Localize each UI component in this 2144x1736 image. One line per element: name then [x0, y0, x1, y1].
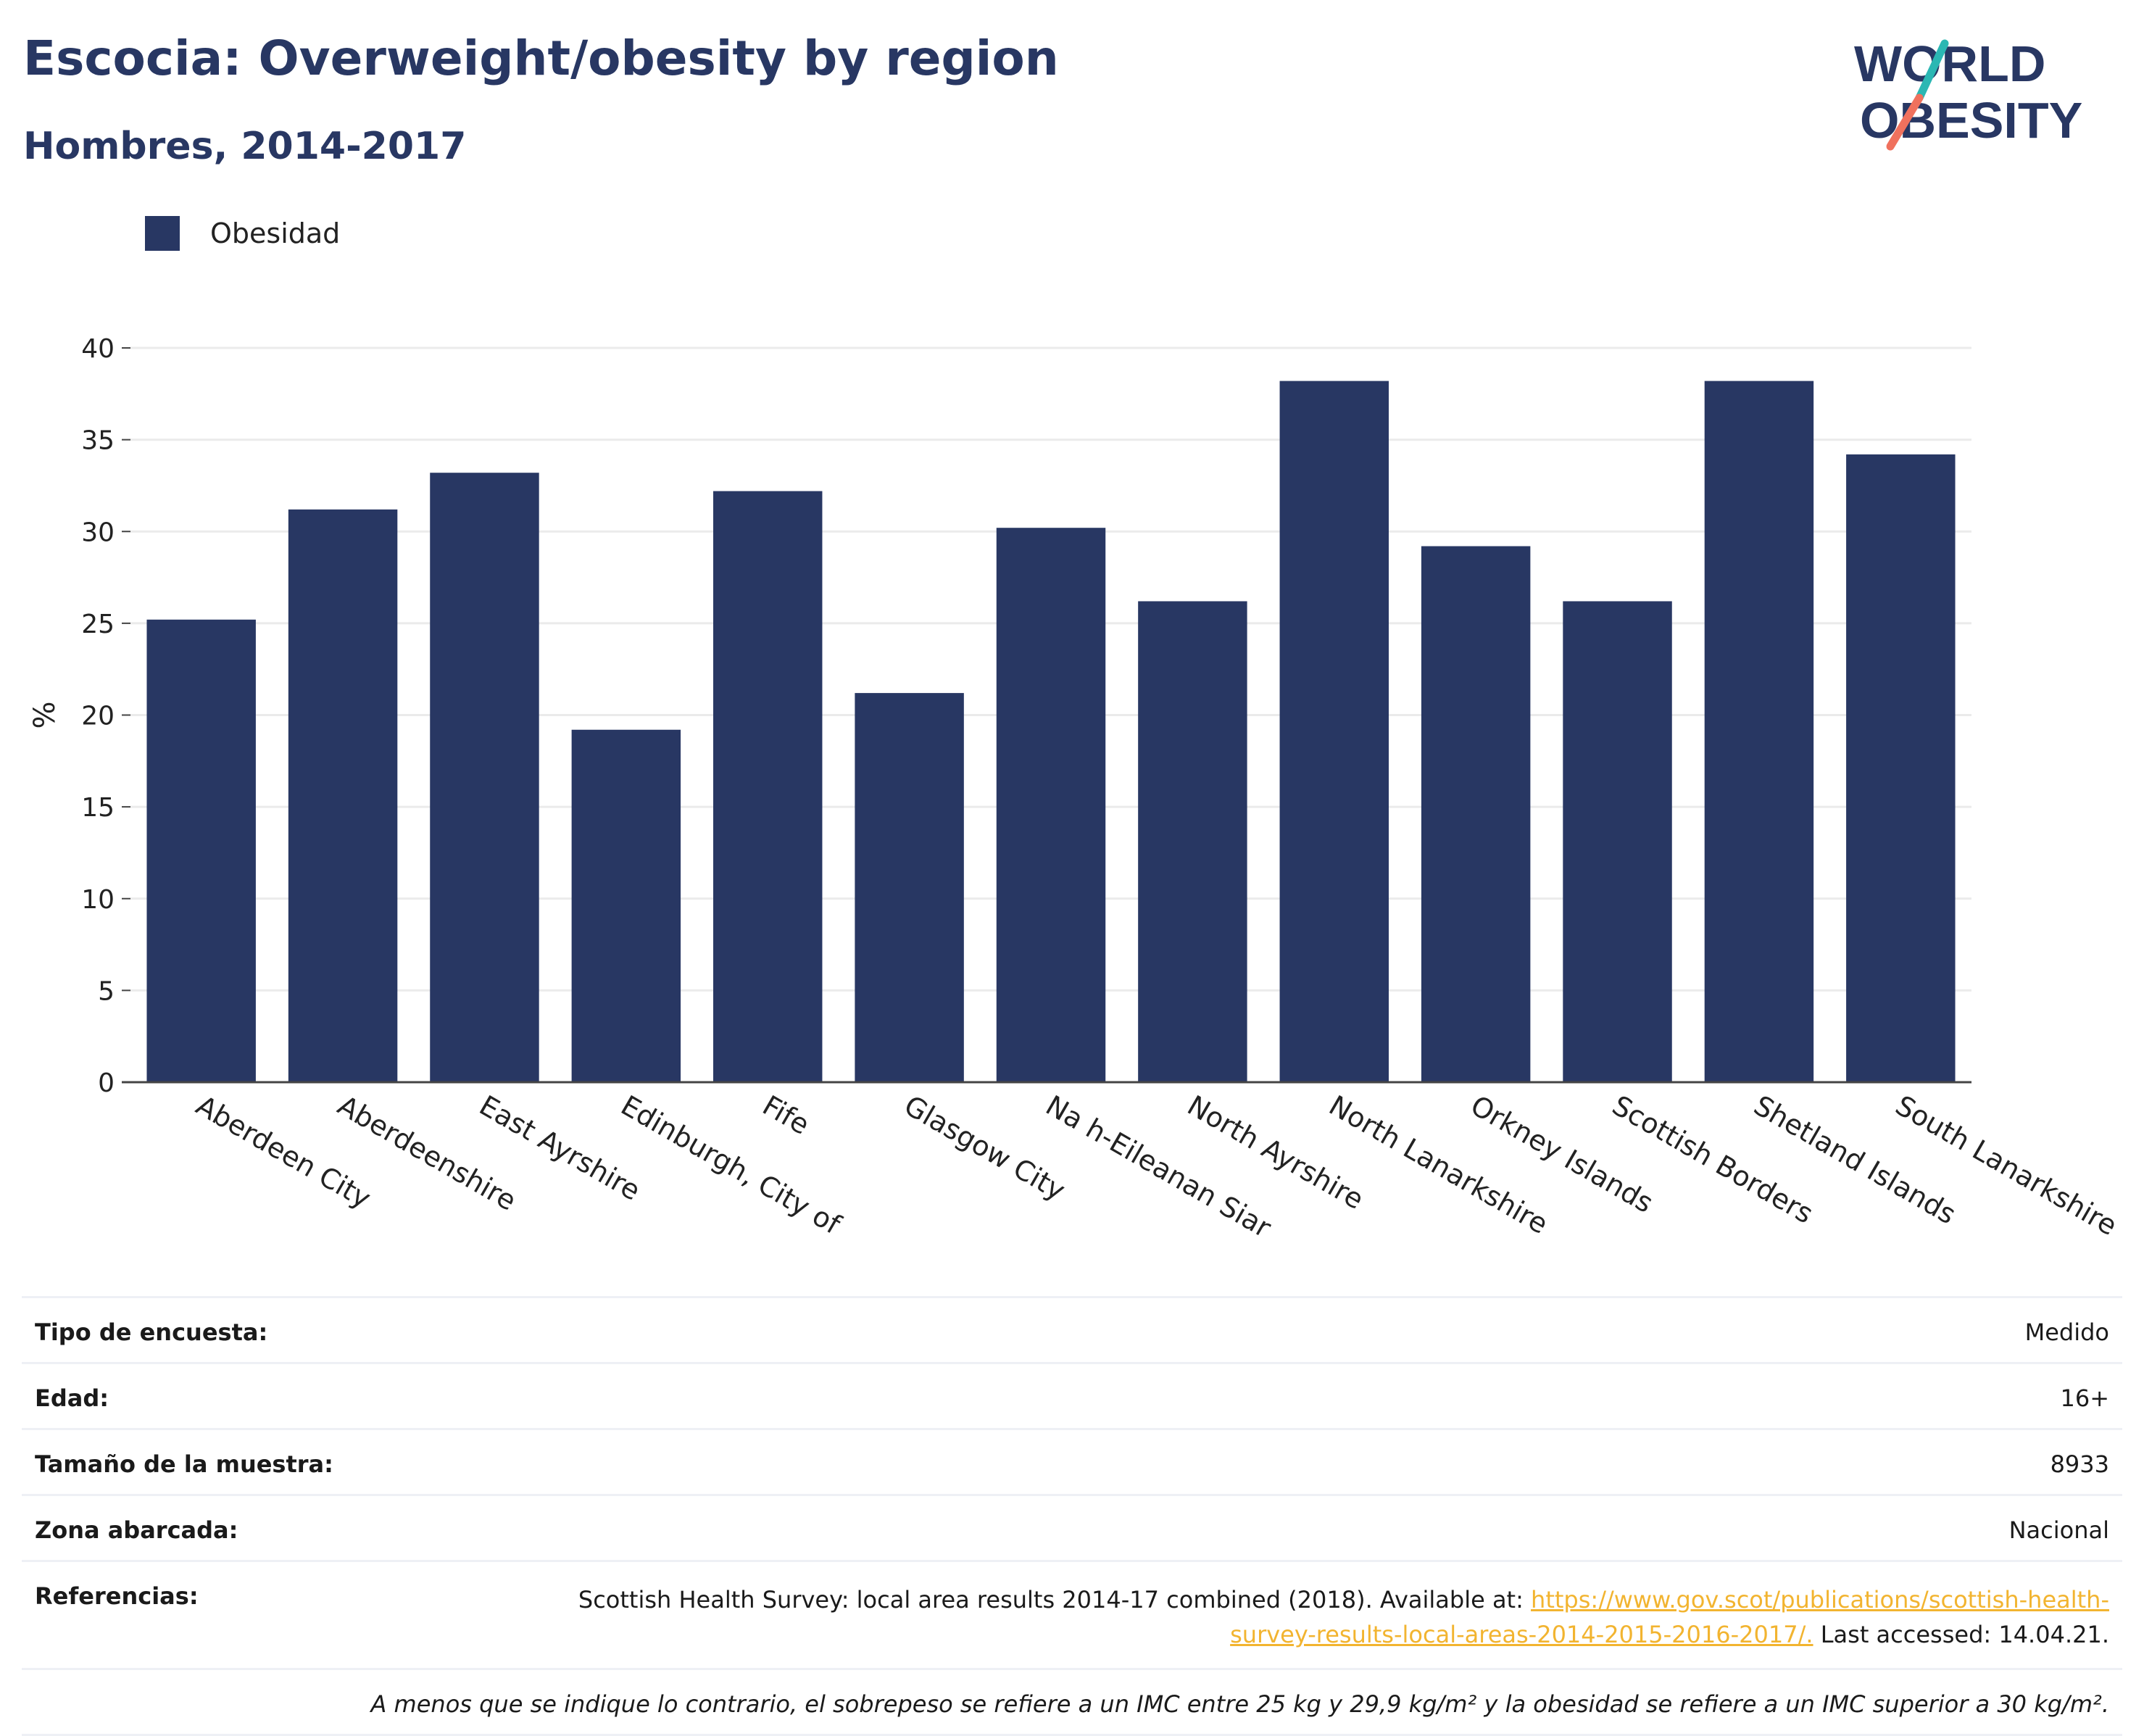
legend-label: Obesidad: [210, 217, 341, 249]
info-table: Tipo de encuesta: Medido Edad: 16+ Tamañ…: [22, 1296, 2122, 1736]
y-tick-label: 25: [81, 610, 115, 639]
y-tick-label: 40: [81, 334, 115, 364]
legend: Obesidad: [145, 216, 340, 251]
y-tick-label: 10: [81, 885, 115, 915]
x-tick-label: Fife: [757, 1089, 815, 1141]
y-tick-label: 30: [81, 518, 115, 547]
bar-0: [146, 619, 256, 1082]
info-value: Nacional: [2008, 1516, 2109, 1544]
logo-slash-coral: [1886, 94, 1924, 151]
bar-8: [1279, 381, 1389, 1082]
info-value: 8933: [2050, 1450, 2109, 1478]
info-row-survey-type: Tipo de encuesta: Medido: [22, 1296, 2122, 1362]
bar-7: [1138, 601, 1247, 1082]
y-tick-label: 15: [81, 793, 115, 823]
x-tick-label: Glasgow City: [899, 1089, 1071, 1207]
bar-12: [1846, 454, 1956, 1082]
bar-2: [430, 473, 539, 1082]
x-tick-label: South Lanarkshire: [1890, 1089, 2122, 1242]
info-label: Tipo de encuesta:: [35, 1318, 268, 1346]
info-value: Medido: [2024, 1318, 2109, 1346]
info-label: Tamaño de la muestra:: [35, 1450, 333, 1478]
info-label: Zona abarcada:: [35, 1516, 238, 1544]
references-prefix: Scottish Health Survey: local area resul…: [578, 1586, 1532, 1614]
bar-3: [571, 729, 681, 1082]
logo-line-1: WORLD: [1854, 36, 2045, 92]
x-tick-label: Na h-Eileanan Siar: [1041, 1089, 1277, 1245]
world-obesity-logo: WORLD OBESITY: [1854, 36, 2082, 151]
bar-9: [1421, 546, 1531, 1082]
bar-10: [1563, 601, 1672, 1082]
info-value: 16+: [2060, 1384, 2109, 1412]
bar-4: [713, 491, 823, 1082]
definition-note: A menos que se indique lo contrario, el …: [22, 1668, 2122, 1736]
logo-slash-teal: [1915, 39, 1949, 102]
references-link[interactable]: https://www.gov.scot/publications/scotti…: [1230, 1586, 2109, 1648]
info-row-age: Edad: 16+: [22, 1362, 2122, 1428]
bar-1: [288, 509, 398, 1082]
info-label: Edad:: [35, 1384, 109, 1412]
bar-5: [855, 693, 964, 1082]
chart-title: Escocia: Overweight/obesity by region: [23, 30, 1059, 86]
legend-swatch: [145, 216, 180, 251]
references-text: Scottish Health Survey: local area resul…: [515, 1582, 2109, 1652]
y-tick-label: 5: [98, 976, 115, 1006]
y-tick-label: 0: [98, 1068, 115, 1098]
bar-11: [1704, 381, 1814, 1082]
info-label: Referencias:: [35, 1582, 199, 1610]
y-tick-label: 20: [81, 702, 115, 731]
references-suffix: Last accessed: 14.04.21.: [1813, 1621, 2109, 1648]
chart-subtitle: Hombres, 2014-2017: [23, 125, 467, 168]
info-row-references: Referencias: Scottish Health Survey: loc…: [22, 1560, 2122, 1668]
y-axis-title: %: [28, 701, 62, 728]
info-row-sample-size: Tamaño de la muestra: 8933: [22, 1428, 2122, 1494]
info-row-area: Zona abarcada: Nacional: [22, 1494, 2122, 1560]
y-tick-label: 35: [81, 426, 115, 456]
bar-6: [996, 528, 1106, 1082]
